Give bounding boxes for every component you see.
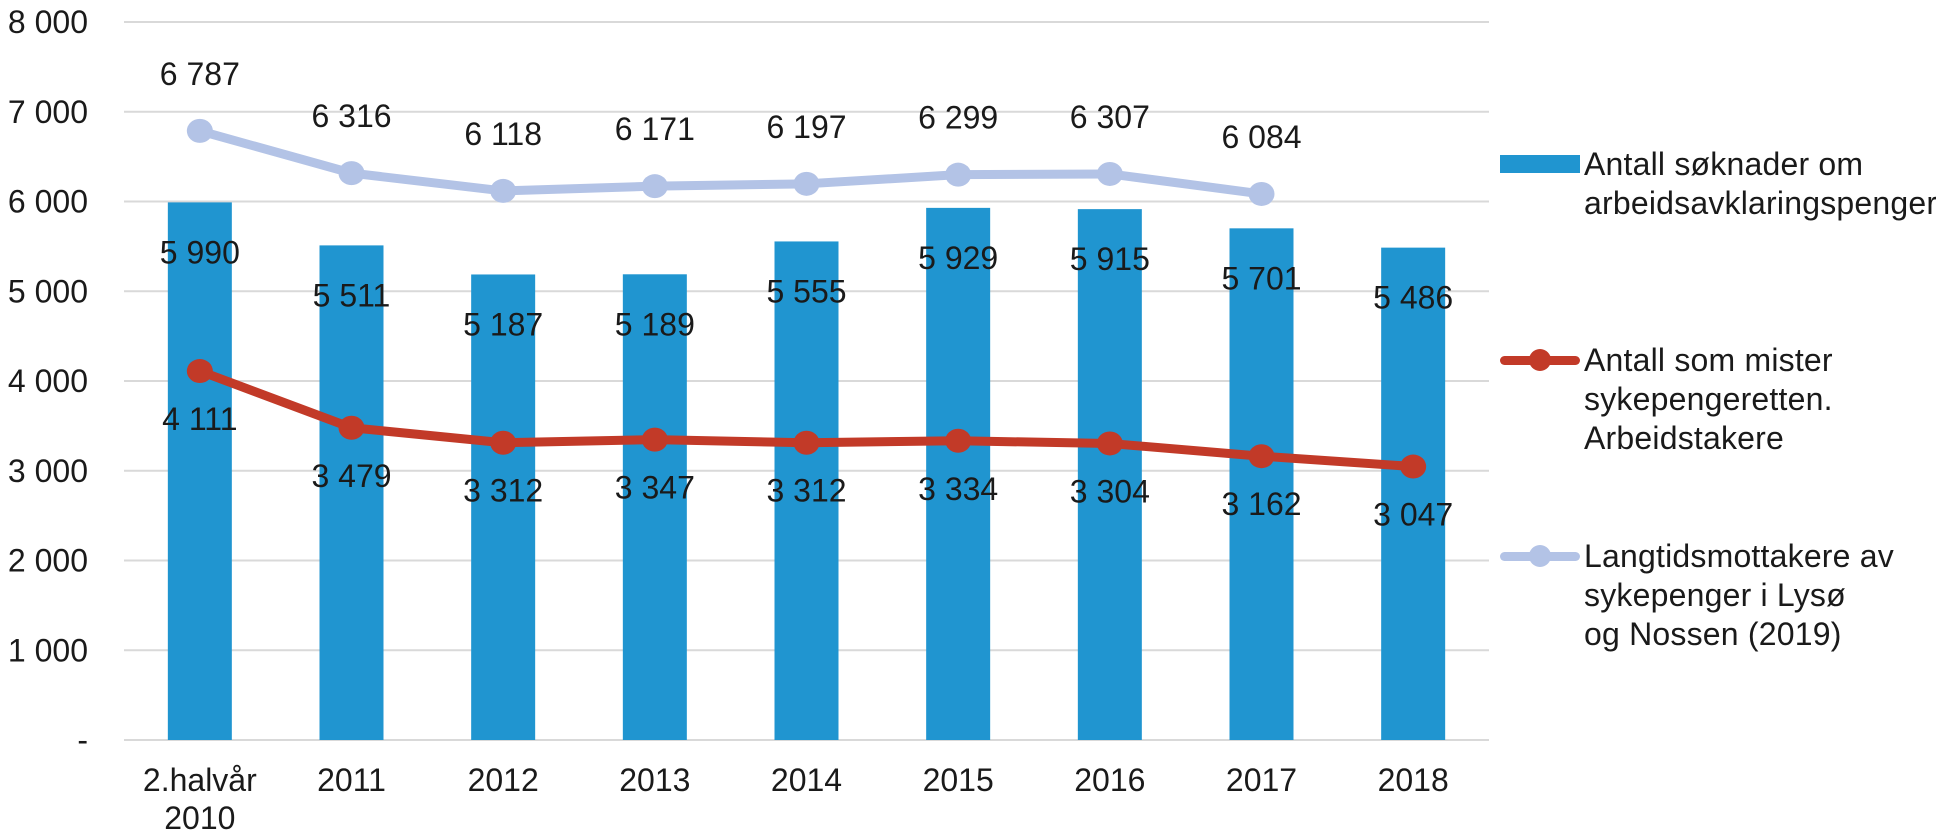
value-label: 5 511 bbox=[313, 277, 391, 313]
legend-item-soknader: Antall søknader om arbeidsavklaringspeng… bbox=[1500, 145, 1936, 223]
x-category-label: 2018 bbox=[1378, 762, 1449, 798]
value-label: 5 187 bbox=[463, 306, 543, 342]
value-label: 4 111 bbox=[162, 401, 237, 437]
line-series-langtidsmottakere bbox=[186, 118, 1275, 206]
x-category-label: 2013 bbox=[619, 762, 690, 798]
value-label: 3 162 bbox=[1221, 486, 1301, 522]
legend-item-mister-sykepengeretten: Antall som mister sykepengeretten. Arbei… bbox=[1500, 341, 1833, 458]
line-point-marker bbox=[793, 430, 820, 455]
value-label: 5 189 bbox=[615, 306, 695, 342]
value-label: 6 299 bbox=[918, 100, 998, 136]
x-category-label: 2.halvår bbox=[143, 762, 257, 798]
bar bbox=[167, 202, 232, 740]
y-tick-label: 6 000 bbox=[8, 184, 88, 220]
value-label: 6 787 bbox=[160, 56, 240, 92]
line-swatch-dot-icon bbox=[1529, 349, 1551, 371]
bar bbox=[622, 274, 687, 740]
x-category-label: 2012 bbox=[468, 762, 539, 798]
y-tick-label: 3 000 bbox=[8, 453, 88, 489]
x-category-label: 2015 bbox=[923, 762, 994, 798]
value-label: 3 312 bbox=[766, 473, 846, 509]
x-category-label: 2016 bbox=[1074, 762, 1145, 798]
line-swatch-dot-icon bbox=[1529, 545, 1551, 567]
value-label: 6 118 bbox=[464, 116, 542, 152]
line-point-marker bbox=[945, 162, 972, 187]
line-point-marker bbox=[641, 174, 668, 199]
value-label: 3 304 bbox=[1070, 473, 1150, 509]
value-label: 3 479 bbox=[311, 458, 391, 494]
line-point-marker bbox=[490, 430, 517, 455]
line-point-marker bbox=[338, 161, 365, 186]
line-series-mister-sykepengeretten bbox=[186, 359, 1427, 479]
value-label: 6 316 bbox=[311, 98, 391, 134]
bar bbox=[926, 207, 991, 740]
legend-swatch-col bbox=[1500, 537, 1584, 567]
value-label: 5 929 bbox=[918, 240, 998, 276]
value-label: 5 915 bbox=[1070, 241, 1150, 277]
legend-label-soknader: Antall søknader om arbeidsavklaringspeng… bbox=[1584, 146, 1936, 221]
value-label: 5 701 bbox=[1221, 260, 1301, 296]
line-point-marker bbox=[1400, 454, 1427, 479]
y-tick-label: - bbox=[77, 722, 88, 758]
x-category-label: 2014 bbox=[771, 762, 842, 798]
value-label: 3 347 bbox=[615, 470, 695, 506]
x-category-label: 2010 bbox=[164, 800, 235, 835]
legend-swatch-col bbox=[1500, 341, 1584, 371]
line-point-marker bbox=[1096, 161, 1123, 186]
bar bbox=[1381, 247, 1446, 740]
line-point-marker bbox=[793, 171, 820, 196]
value-label: 5 990 bbox=[160, 234, 240, 270]
value-labels: 5 990 5 511 5 187 5 189 5 555 5 929 5 915 5 701… bbox=[160, 56, 1453, 533]
value-label: 3 312 bbox=[463, 473, 543, 509]
value-label: 5 486 bbox=[1373, 280, 1453, 316]
line-point-marker bbox=[945, 428, 972, 453]
line-point-marker bbox=[186, 359, 213, 384]
value-label: 6 307 bbox=[1070, 99, 1150, 135]
y-tick-label: 7 000 bbox=[8, 94, 88, 130]
line-point-marker bbox=[338, 415, 365, 440]
line-path bbox=[195, 126, 1266, 199]
line-point-marker bbox=[490, 178, 517, 203]
y-tick-label: 4 000 bbox=[8, 363, 88, 399]
value-label: 5 555 bbox=[766, 273, 846, 309]
bar bbox=[1077, 209, 1142, 740]
line-point-marker bbox=[1248, 444, 1275, 469]
value-label: 3 047 bbox=[1373, 497, 1453, 533]
bar bbox=[471, 274, 536, 740]
y-tick-label: 1 000 bbox=[8, 632, 88, 668]
value-label: 6 171 bbox=[615, 111, 695, 147]
value-label: 3 334 bbox=[918, 471, 998, 507]
value-label: 6 084 bbox=[1221, 119, 1301, 155]
bar bbox=[1229, 228, 1294, 740]
line-swatch-icon bbox=[1500, 349, 1580, 371]
line-point-marker bbox=[641, 427, 668, 452]
y-tick-label: 8 000 bbox=[8, 4, 88, 40]
line-swatch-icon bbox=[1500, 545, 1580, 567]
y-tick-label: 2 000 bbox=[8, 543, 88, 579]
x-category-label: 2011 bbox=[317, 762, 386, 798]
line-point-marker bbox=[1096, 431, 1123, 456]
legend-label-langtidsmottakere: Langtidsmottakere av sykepenger i Lysø o… bbox=[1584, 538, 1894, 652]
line-point-marker bbox=[1248, 181, 1275, 206]
value-label: 6 197 bbox=[766, 109, 846, 145]
x-category-label: 2017 bbox=[1226, 762, 1297, 798]
legend-label-mister-sykepengeretten: Antall som mister sykepengeretten. Arbei… bbox=[1584, 342, 1833, 456]
line-point-marker bbox=[186, 118, 213, 143]
y-axis-labels: 8 000 7 000 6 000 5 000 4 000 3 000 2 000 1 000… bbox=[8, 4, 88, 758]
bar-swatch-icon bbox=[1500, 155, 1580, 173]
y-tick-label: 5 000 bbox=[8, 273, 88, 309]
bar-series bbox=[167, 202, 1446, 740]
legend-item-langtidsmottakere: Langtidsmottakere av sykepenger i Lysø o… bbox=[1500, 537, 1894, 654]
legend-swatch-col bbox=[1500, 145, 1584, 173]
bar bbox=[774, 241, 839, 740]
bar bbox=[319, 245, 384, 740]
